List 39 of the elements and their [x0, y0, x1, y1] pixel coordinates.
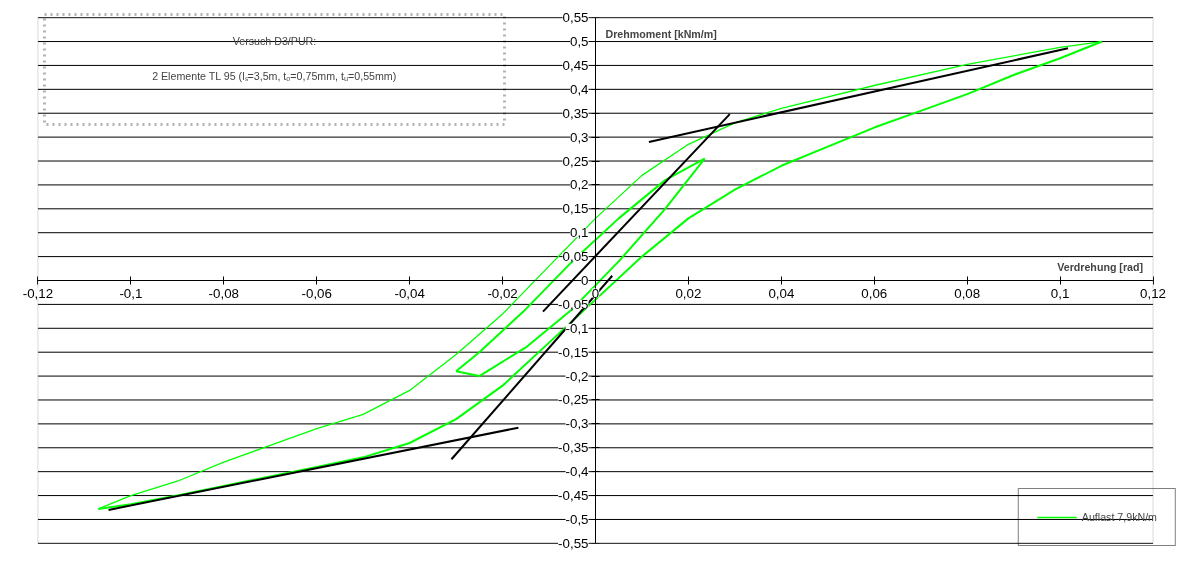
x-tick-label: 0,1 [1050, 285, 1070, 301]
y-tick-label: 0,5 [569, 34, 589, 50]
y-tick-label: -0,2 [565, 368, 589, 384]
y-tick-label: -0,4 [565, 464, 590, 480]
x-tick-label: -0,08 [208, 285, 239, 301]
x-tick-label: 0,06 [861, 285, 888, 301]
y-tick-label: -0,45 [558, 488, 589, 504]
y-tick-label: 0,55 [562, 10, 589, 26]
x-tick-label: -0,06 [301, 285, 332, 301]
x-tick-label: -0,02 [487, 285, 518, 301]
y-tick-label: -0,25 [558, 392, 589, 408]
annotation: 2 Elemente TL 95 (lₛ=3,5m, tₒ=0,75mm, tᵤ=0,55mm) [152, 69, 397, 82]
y-tick-label: -0,15 [558, 344, 589, 360]
y-tick-label: -0,1 [565, 320, 589, 336]
x-tick-label: 0,02 [675, 285, 702, 301]
y-tick-label: 0,3 [569, 129, 589, 145]
x-tick-label: 0 [591, 285, 600, 301]
y-tick-label: 0,45 [562, 57, 589, 73]
y-tick-label: 0,35 [562, 105, 589, 121]
x-tick-label: -0,04 [394, 285, 426, 301]
x-tick-label: -0,12 [22, 285, 54, 301]
y-tick-label: -0,3 [565, 416, 589, 432]
y-tick-label: -0,05 [558, 296, 589, 312]
x-tick-label: 0,08 [954, 285, 981, 301]
y-tick-label: -0,5 [565, 511, 589, 527]
y-tick-label: 0,15 [562, 201, 589, 217]
y-tick-label: 0,25 [562, 153, 589, 169]
x-tick-label: -0,1 [119, 285, 143, 301]
y-tick-label: 0,4 [569, 81, 590, 97]
y-axis-title: Drehmoment [kNm/m] [605, 27, 717, 40]
y-tick-label: 0,1 [569, 225, 589, 241]
y-tick-label: 0 [581, 273, 589, 288]
y-tick-label: 0,2 [569, 177, 589, 193]
x-tick-label: 0,04 [768, 285, 795, 301]
y-tick-label: -0,55 [558, 535, 589, 551]
y-tick-label: -0,35 [558, 440, 589, 456]
y-tick-label: 0,05 [562, 249, 589, 265]
x-tick-label: 0,12 [1140, 285, 1167, 301]
x-axis-title: Verdrehung [rad] [1057, 260, 1144, 273]
